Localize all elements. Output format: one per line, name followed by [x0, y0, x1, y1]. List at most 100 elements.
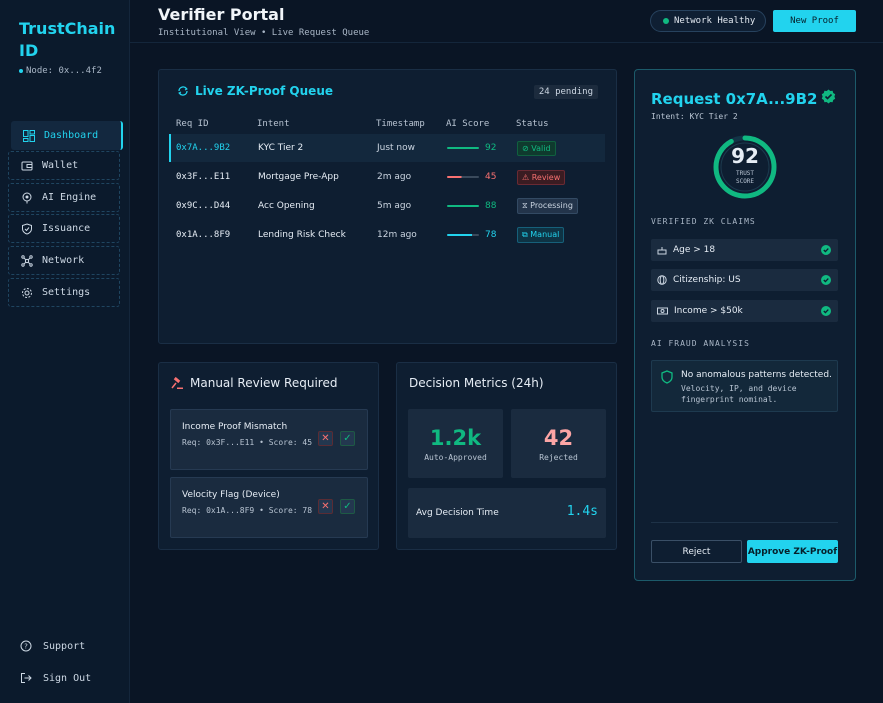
- nav-item-settings[interactable]: Settings: [8, 278, 120, 307]
- proof-queue-card: Live ZK-Proof Queue 24 pending Req ID In…: [158, 69, 617, 344]
- request-detail-panel: Request 0x7A...9B2 Intent: KYC Tier 2 92…: [634, 69, 856, 581]
- brand-name: TrustChain ID: [19, 19, 116, 60]
- request-intent: Intent: KYC Tier 2: [651, 112, 738, 121]
- nav-sign-out[interactable]: Sign Out: [20, 672, 91, 685]
- new-proof-button[interactable]: New Proof: [773, 10, 856, 32]
- status-label: Processing: [530, 201, 573, 210]
- table-row[interactable]: 0x9C...D44 Acc Opening 5m ago 88 ⧖ Proce…: [169, 192, 605, 220]
- fraud-analysis-box: No anomalous patterns detected. Velocity…: [651, 360, 838, 412]
- trust-score-label: TRUST SCORE: [735, 170, 755, 185]
- approve-review-button[interactable]: ✓: [340, 431, 355, 446]
- status-label: Valid: [531, 143, 551, 153]
- status-badge: ⧉ Manual: [517, 227, 565, 243]
- row-req-id: 0x9C...D44: [176, 201, 231, 211]
- review-item-sub: Req: 0x3F...E11 • Score: 45: [182, 438, 313, 447]
- nav-item-ai-engine[interactable]: AI Engine: [8, 183, 120, 212]
- fraud-heading: AI FRAUD ANALYSIS: [651, 339, 750, 348]
- status-badge: ⚠ Review: [517, 169, 566, 185]
- status-label: Review: [531, 172, 561, 182]
- nav-item-dashboard[interactable]: Dashboard: [11, 121, 123, 150]
- queue-title: Live ZK-Proof Queue: [177, 84, 333, 98]
- score-bar: [447, 176, 479, 178]
- auto-approved-label: Auto-Approved: [424, 453, 487, 462]
- gavel-icon: [171, 376, 184, 390]
- support-label: Support: [43, 641, 86, 652]
- review-item: Income Proof Mismatch Req: 0x3F...E11 • …: [170, 409, 368, 470]
- page-title: Verifier Portal: [158, 5, 285, 24]
- nav-label-settings: Settings: [42, 287, 91, 298]
- col-header-timestamp: Timestamp: [376, 119, 425, 129]
- reject-button[interactable]: Reject: [651, 540, 742, 563]
- metrics-title: Decision Metrics (24h): [409, 376, 544, 390]
- nav-label-issuance: Issuance: [42, 223, 91, 234]
- row-timestamp: 12m ago: [377, 230, 417, 240]
- reject-review-button[interactable]: ✕: [318, 431, 333, 446]
- divider: [651, 522, 838, 523]
- row-status: ⊘ Valid: [517, 134, 556, 162]
- approve-review-button[interactable]: ✓: [340, 499, 355, 514]
- nav-label-network: Network: [42, 255, 85, 266]
- score-value: 78: [485, 230, 497, 240]
- col-header-ai-score: AI Score: [446, 119, 490, 129]
- sidebar: TrustChain ID Node: 0x...4f2 Dashboard W…: [0, 0, 130, 703]
- nav-support[interactable]: ? Support: [20, 640, 85, 653]
- fraud-title: No anomalous patterns detected.: [681, 370, 832, 380]
- gear-icon: [20, 286, 33, 299]
- cake-icon: [657, 245, 667, 255]
- request-title: Request 0x7A...9B2: [651, 90, 818, 108]
- row-score: 88: [447, 192, 496, 220]
- queue-title-text: Live ZK-Proof Queue: [195, 84, 333, 98]
- manual-review-title: Manual Review Required: [171, 376, 337, 390]
- col-header-status: Status: [516, 119, 549, 129]
- claims-heading: VERIFIED ZK CLAIMS: [651, 217, 756, 226]
- claim-item: Citizenship: US: [651, 269, 838, 291]
- score-bar: [447, 147, 479, 149]
- nav-item-network[interactable]: Network: [8, 246, 120, 275]
- manual-review-title-text: Manual Review Required: [190, 376, 338, 390]
- row-req-id: 0x1A...8F9: [176, 230, 231, 240]
- row-req-id: 0x3F...E11: [176, 172, 231, 182]
- nav-item-wallet[interactable]: Wallet: [8, 151, 120, 180]
- svg-text:?: ?: [24, 643, 28, 651]
- network-health-badge: Network Healthy: [650, 10, 766, 32]
- trust-score-value: 92: [731, 144, 759, 168]
- trust-score-ring: [713, 135, 777, 199]
- row-intent: KYC Tier 2: [258, 143, 304, 153]
- manual-review-card: Manual Review Required Income Proof Mism…: [158, 362, 379, 550]
- rejected-metric: 42 Rejected: [511, 409, 606, 478]
- table-row[interactable]: 0x3F...E11 Mortgage Pre-App 2m ago 45 ⚠ …: [169, 163, 605, 191]
- row-status: ⧖ Processing: [517, 192, 578, 220]
- row-timestamp: Just now: [377, 143, 416, 153]
- rejected-label: Rejected: [539, 453, 578, 462]
- dashboard-icon: [22, 129, 35, 142]
- check-icon: [821, 306, 831, 319]
- row-req-id: 0x7A...9B2: [176, 143, 231, 153]
- row-status: ⚠ Review: [517, 163, 566, 191]
- wallet-icon: [20, 159, 33, 172]
- refresh-icon: [177, 85, 189, 97]
- claim-item: Income > $50k: [651, 300, 838, 322]
- top-header: Verifier Portal Institutional View • Liv…: [130, 0, 883, 43]
- nav-item-issuance[interactable]: Issuance: [8, 214, 120, 243]
- claim-label: Age > 18: [673, 245, 716, 255]
- table-row[interactable]: 0x1A...8F9 Lending Risk Check 12m ago 78…: [169, 221, 605, 249]
- approve-zk-proof-button[interactable]: Approve ZK-Proof: [747, 540, 838, 563]
- review-item: Velocity Flag (Device) Req: 0x1A...8F9 •…: [170, 477, 368, 538]
- shield-icon: [661, 369, 673, 388]
- status-label: Manual: [530, 230, 560, 239]
- node-status-dot: [19, 68, 23, 73]
- money-icon: [657, 306, 668, 316]
- row-status: ⧉ Manual: [517, 221, 565, 249]
- row-timestamp: 5m ago: [377, 201, 412, 211]
- help-icon: ?: [20, 640, 33, 653]
- claim-label: Citizenship: US: [673, 275, 741, 285]
- reject-review-button[interactable]: ✕: [318, 499, 333, 514]
- fraud-subtitle: Velocity, IP, and device fingerprint nom…: [681, 384, 797, 404]
- table-row[interactable]: 0x7A...9B2 KYC Tier 2 Just now 92 ⊘ Vali…: [169, 134, 605, 162]
- row-score: 45: [447, 163, 496, 191]
- col-header-req-id: Req ID: [176, 119, 209, 129]
- score-bar: [447, 205, 479, 207]
- node-label: Node: 0x...4f2: [26, 66, 102, 76]
- claim-item: Age > 18: [651, 239, 838, 261]
- auto-approved-metric: 1.2k Auto-Approved: [408, 409, 503, 478]
